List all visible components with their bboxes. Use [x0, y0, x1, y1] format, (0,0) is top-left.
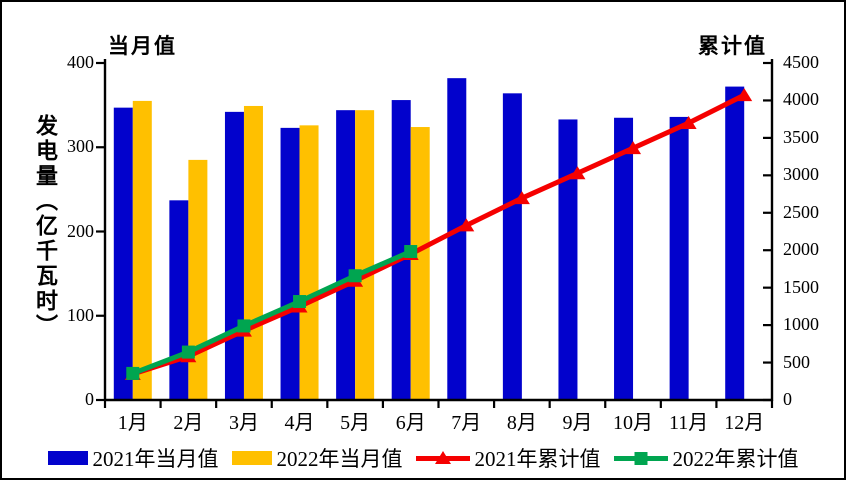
right-y-tick-label: 4000 — [783, 89, 819, 110]
legend-item-2021年当月值: 2021年当月值 — [47, 443, 219, 473]
legend-label: 2021年当月值 — [92, 447, 219, 471]
x-tick-label: 3月 — [228, 412, 259, 434]
marker-2022年累计值-1月 — [126, 366, 140, 380]
bar-2022年当月值-5月 — [355, 110, 375, 401]
bar-2022年当月值-1月 — [132, 100, 152, 400]
right-y-tick-label: 1500 — [783, 276, 819, 297]
marker-2021年累计值-10月 — [625, 141, 642, 155]
legend-line-marker-icon — [613, 450, 668, 467]
marker-2022年累计值-5月 — [348, 269, 362, 283]
left-axis-title: 当月值 — [108, 34, 177, 58]
x-tick-label: 11月 — [668, 412, 709, 434]
bar-2021年当月值-10月 — [614, 117, 634, 400]
x-tick-label: 12月 — [724, 412, 765, 434]
right-y-tick-label: 2500 — [783, 201, 819, 222]
left-y-tick-label: 200 — [67, 220, 94, 241]
right-y-tick-label: 4500 — [783, 52, 819, 72]
left-y-tick-label: 300 — [67, 136, 94, 157]
marker-2021年累计值-7月 — [458, 218, 475, 232]
legend-item-2022年累计值: 2022年累计值 — [613, 443, 799, 473]
right-y-tick-label: 0 — [783, 389, 792, 409]
bar-2021年当月值-6月 — [391, 100, 411, 400]
legend-label: 2022年当月值 — [276, 447, 403, 471]
left-y-tick-label: 400 — [67, 52, 94, 72]
legend-swatch-icon — [231, 451, 272, 465]
y-axis-label: 发电量（亿千瓦时） — [33, 114, 58, 339]
legend-line-marker-icon — [415, 450, 470, 467]
x-tick-label: 9月 — [562, 412, 593, 434]
legend-square-icon — [634, 451, 647, 465]
marker-2022年累计值-3月 — [237, 319, 251, 333]
legend-label: 2021年累计值 — [474, 447, 601, 471]
line-2021年累计值 — [132, 92, 746, 377]
bar-2021年当月值-8月 — [502, 93, 522, 400]
marker-2021年累计值-12月 — [736, 88, 753, 102]
marker-2021年累计值-11月 — [680, 115, 697, 129]
bar-2021年当月值-5月 — [336, 110, 356, 401]
legend-label: 2022年累计值 — [672, 447, 799, 471]
legend-item-2021年累计值: 2021年累计值 — [415, 443, 601, 473]
bar-2021年当月值-1月 — [113, 107, 133, 400]
marker-2022年累计值-4月 — [293, 295, 307, 309]
x-tick-label: 2月 — [173, 412, 204, 434]
line-2022年累计值 — [131, 249, 412, 376]
legend-triangle-icon — [434, 450, 451, 464]
left-y-tick-label: 0 — [85, 389, 94, 409]
bar-2021年当月值-9月 — [558, 119, 578, 400]
x-tick-label: 5月 — [340, 412, 371, 434]
right-y-tick-label: 1000 — [783, 314, 819, 335]
marker-2022年累计值-6月 — [404, 244, 418, 258]
right-y-tick-label: 2000 — [783, 239, 819, 260]
bar-2022年当月值-3月 — [243, 105, 263, 400]
bar-2021年当月值-12月 — [725, 86, 745, 400]
x-tick-label: 10月 — [613, 412, 654, 434]
right-y-tick-label: 3500 — [783, 126, 819, 147]
x-tick-label: 8月 — [506, 412, 537, 434]
right-axis-title: 累计值 — [698, 34, 767, 58]
left-y-tick-label: 100 — [67, 304, 94, 325]
x-tick-label: 7月 — [451, 412, 482, 434]
right-y-tick-label: 3000 — [783, 164, 819, 185]
right-y-tick-label: 500 — [783, 351, 810, 372]
bar-2021年当月值-2月 — [169, 200, 189, 400]
x-tick-label: 4月 — [284, 412, 315, 434]
bar-2021年当月值-11月 — [669, 116, 689, 401]
bar-2022年当月值-2月 — [188, 159, 208, 400]
x-tick-label: 1月 — [117, 412, 148, 434]
legend-swatch-icon — [47, 451, 88, 465]
bar-2022年当月值-6月 — [410, 127, 430, 400]
marker-2022年累计值-2月 — [181, 345, 195, 359]
legend-item-2022年当月值: 2022年当月值 — [231, 443, 403, 473]
bar-2022年当月值-4月 — [299, 125, 319, 400]
bar-2021年当月值-4月 — [280, 127, 300, 400]
marker-2021年累计值-9月 — [569, 166, 586, 180]
x-tick-label: 6月 — [395, 412, 426, 434]
bar-2021年当月值-7月 — [447, 78, 467, 400]
bar-2021年当月值-3月 — [224, 111, 244, 401]
marker-2021年累计值-8月 — [513, 191, 530, 205]
legend: 2021年当月值 2022年当月值 2021年累计值 2022年累计值 — [2, 443, 844, 473]
